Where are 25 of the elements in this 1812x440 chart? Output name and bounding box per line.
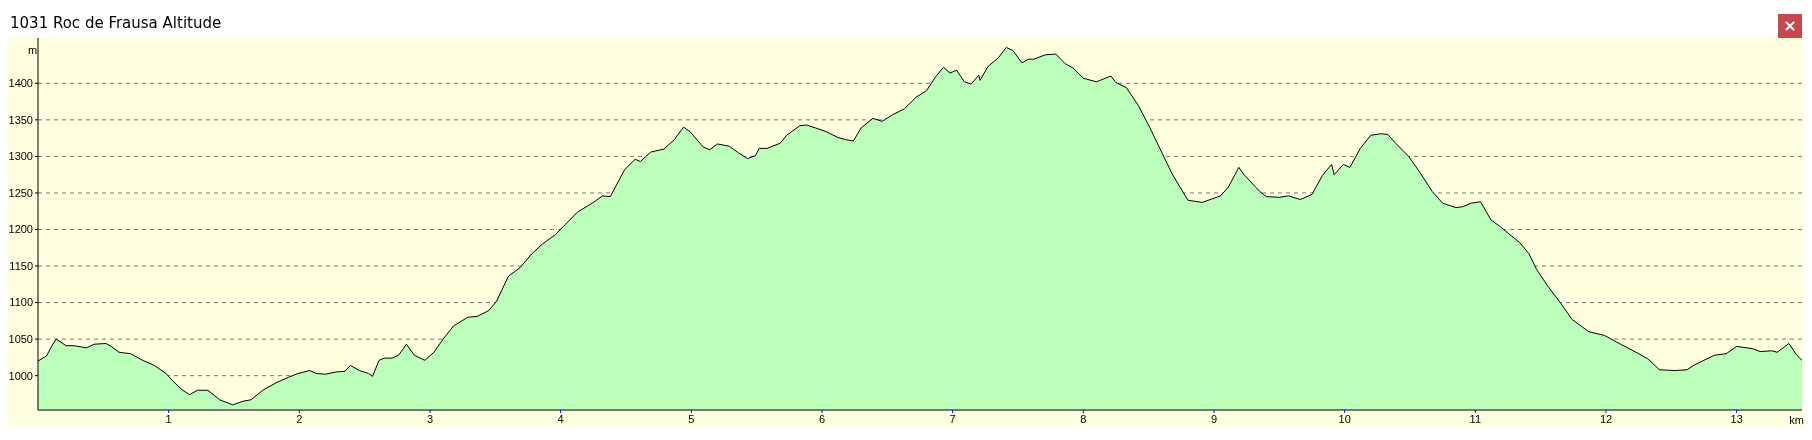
x-tick-label: 6 [818, 412, 826, 425]
x-tick-label: 12 [1599, 412, 1613, 425]
x-tick-label: 3 [426, 412, 434, 425]
x-tick-label: 1 [165, 412, 172, 425]
y-tick-label: 1400 [8, 77, 33, 90]
x-tick-label: 11 [1469, 412, 1482, 425]
x-tick-label: 10 [1338, 412, 1351, 425]
y-tick-label: 1050 [8, 333, 33, 346]
x-tick-label: 8 [1080, 412, 1087, 425]
x-tick-label: 5 [688, 412, 695, 425]
y-axis-title: m [28, 44, 38, 56]
chart-title: 1031 Roc de Frausa Altitude [9, 14, 222, 32]
x-axis-title: km [1789, 414, 1804, 426]
x-tick-label: 9 [1210, 412, 1218, 425]
y-tick-label: 1250 [8, 186, 33, 199]
x-tick-label: 7 [949, 412, 956, 425]
y-tick-label: 1350 [8, 113, 33, 126]
y-tick-label: 1200 [8, 223, 33, 236]
y-tick-label: 1150 [9, 259, 33, 272]
y-tick-label: 1300 [8, 150, 33, 163]
y-tick-label: 1000 [8, 369, 33, 382]
x-tick-label: 13 [1730, 412, 1743, 425]
y-tick-label: 1100 [9, 296, 33, 309]
x-tick-label: 2 [296, 412, 303, 425]
x-tick-label: 4 [557, 412, 564, 425]
